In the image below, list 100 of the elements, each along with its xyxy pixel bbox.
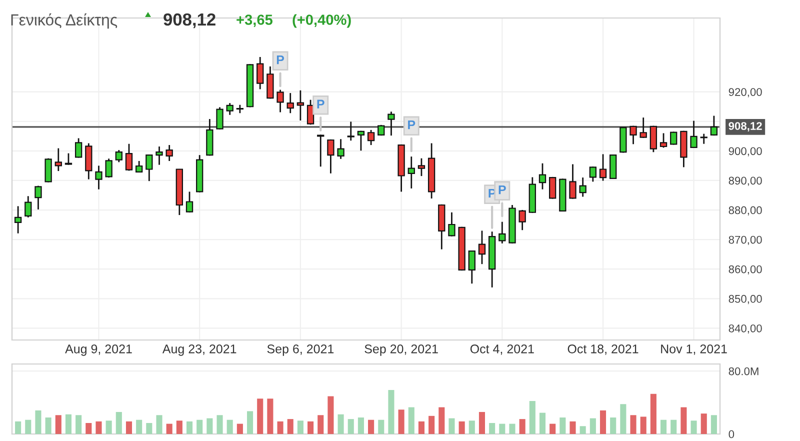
candlestick [408, 156, 415, 190]
candlestick [156, 146, 163, 166]
bar [328, 396, 334, 434]
bar [25, 420, 32, 434]
bar [106, 420, 112, 434]
bar [338, 414, 344, 434]
candlestick [650, 125, 658, 153]
bar [489, 422, 496, 434]
candlestick [579, 176, 586, 198]
candlestick [166, 144, 173, 162]
bar [226, 420, 233, 434]
y-tick-label: 870,00 [728, 236, 762, 246]
bar [529, 400, 536, 434]
bar [398, 410, 404, 434]
bar [670, 420, 677, 434]
candlestick [388, 110, 395, 136]
bar [388, 390, 394, 434]
bar [660, 420, 667, 434]
y-tick-label: 860,00 [728, 265, 762, 275]
bar [428, 416, 435, 434]
bar [236, 424, 243, 434]
ref-line-label: 908,12 [728, 122, 762, 132]
bar [45, 417, 52, 434]
y-tick-label: 80.0M [728, 367, 758, 376]
x-tick-label: Oct 4, 2021 [470, 344, 534, 355]
bar [146, 422, 152, 434]
chart-title: Γενικός Δείκτης [11, 13, 118, 29]
bar [126, 421, 132, 434]
bar [116, 412, 122, 434]
bar [186, 421, 193, 434]
bar [358, 417, 364, 434]
candlestick [146, 154, 153, 182]
bar [539, 412, 546, 434]
bar [580, 426, 586, 434]
bar [680, 407, 687, 434]
candlestick [54, 148, 62, 172]
candlestick [518, 209, 526, 231]
bar [438, 407, 445, 434]
candlestick [468, 250, 476, 284]
bar [378, 420, 384, 434]
candlestick [216, 106, 224, 130]
candlestick [105, 158, 112, 178]
bar [277, 421, 284, 434]
y-tick-label: 850,00 [728, 294, 762, 304]
bar [590, 418, 596, 434]
candlestick [64, 152, 72, 166]
bar [650, 394, 656, 434]
bar [700, 414, 707, 434]
candlestick [549, 176, 556, 200]
bar [519, 419, 526, 434]
bar [15, 421, 22, 434]
bar [468, 420, 475, 434]
candlestick [24, 195, 32, 218]
candlestick [14, 205, 22, 234]
bar [478, 412, 486, 434]
candlestick [95, 165, 102, 190]
bar [86, 422, 92, 434]
candlestick [337, 138, 344, 160]
bar [600, 410, 606, 434]
candlestick [690, 120, 698, 149]
y-tick-label: 880,00 [728, 206, 762, 216]
bar [297, 420, 304, 434]
x-tick-label: Aug 23, 2021 [162, 344, 236, 356]
candlestick [599, 153, 607, 182]
candlestick [226, 102, 234, 116]
candlestick [317, 134, 324, 168]
bar [408, 407, 414, 434]
bar [308, 421, 314, 434]
bar [267, 398, 274, 434]
bar [630, 415, 636, 434]
candlestick [630, 125, 637, 145]
bar [690, 420, 697, 434]
bar [458, 421, 465, 434]
y-tick-label: 900,00 [728, 147, 762, 156]
bar [287, 419, 294, 434]
bar [550, 424, 556, 434]
y-tick-label: 840,00 [728, 324, 762, 334]
candlestick [498, 221, 506, 244]
candlestick [589, 166, 597, 182]
annotation: P [317, 100, 324, 108]
candlestick [700, 133, 708, 145]
candlestick [670, 131, 678, 146]
candlestick [710, 115, 718, 136]
bar [156, 415, 162, 434]
bar [196, 420, 203, 434]
y-tick-label: 0 [728, 430, 734, 438]
x-tick-label: Oct 18, 2021 [568, 344, 638, 355]
candlestick [256, 56, 264, 90]
bar [348, 419, 354, 434]
candlestick [186, 191, 194, 214]
bar [570, 421, 576, 434]
bar [620, 404, 626, 434]
candlestick [367, 129, 375, 146]
candlestick [125, 143, 133, 172]
y-tick-label: 920,00 [728, 88, 762, 98]
candlestick [538, 162, 546, 190]
bar [65, 414, 72, 434]
annotation: 908,12 [164, 13, 216, 28]
candlestick [296, 90, 304, 122]
bar [176, 420, 182, 434]
